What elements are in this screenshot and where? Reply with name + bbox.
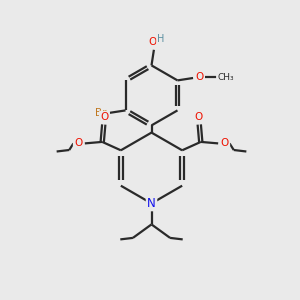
Text: O: O bbox=[74, 138, 82, 148]
Text: H: H bbox=[158, 34, 165, 44]
Text: O: O bbox=[194, 112, 203, 122]
Text: O: O bbox=[100, 112, 109, 122]
Text: O: O bbox=[148, 37, 156, 47]
Text: O: O bbox=[220, 138, 229, 148]
Text: Br: Br bbox=[95, 108, 107, 118]
Text: O: O bbox=[195, 72, 203, 82]
Text: CH₃: CH₃ bbox=[217, 73, 234, 82]
Text: N: N bbox=[147, 197, 156, 210]
